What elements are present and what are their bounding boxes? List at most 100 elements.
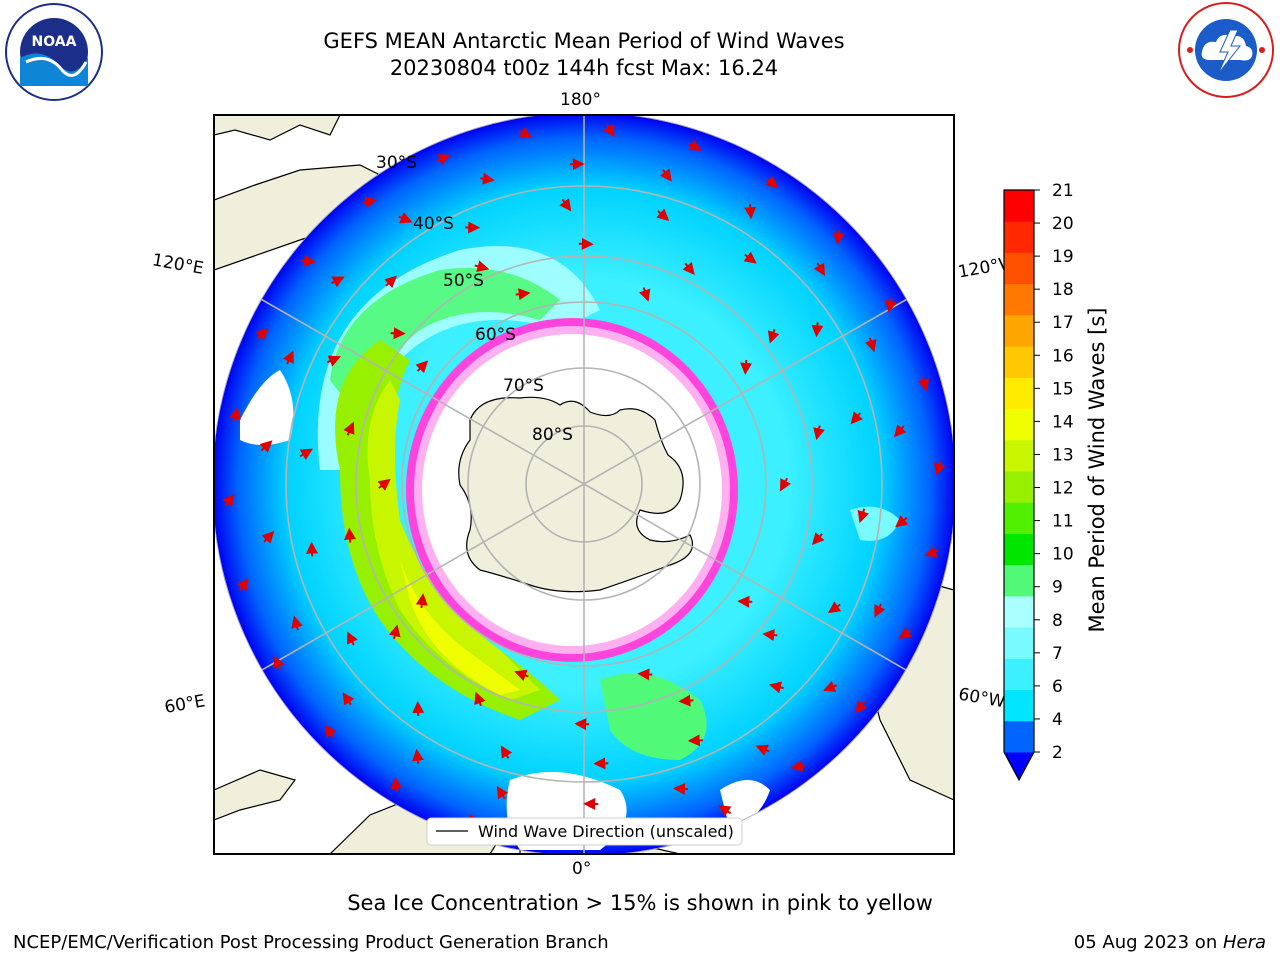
wave-direction-arrow	[500, 745, 513, 759]
wave-direction-arrow	[518, 127, 533, 139]
wave-direction-arrow	[687, 734, 703, 747]
wave-direction-arrow	[673, 783, 689, 796]
wave-direction-arrow	[740, 359, 753, 375]
wave-direction-arrow	[342, 692, 355, 706]
wave-direction-arrow	[898, 627, 913, 640]
noaa-logo: NOAA	[5, 3, 103, 101]
colorbar-tick-label: 11	[1052, 512, 1074, 532]
footer-date: 05 Aug 2023 on Hera	[1074, 932, 1266, 953]
meridian-label-60w: 60°W	[957, 684, 1007, 712]
wave-direction-arrow	[765, 175, 779, 189]
colorbar-tick-label: 21	[1052, 181, 1074, 201]
wave-direction-arrow	[222, 493, 235, 507]
wave-direction-arrow	[855, 700, 868, 714]
wave-direction-arrow	[865, 337, 877, 353]
parallel-label-60s: 60°S	[475, 325, 516, 345]
wave-direction-arrow	[474, 691, 486, 707]
wave-direction-arrow	[496, 785, 509, 800]
wave-direction-arrow	[790, 760, 806, 772]
wave-direction-arrow	[767, 328, 780, 344]
chart-subtitle: 20230804 t00z 144h fcst Max: 16.24	[389, 56, 779, 80]
colorbar-tick-label: 20	[1052, 214, 1074, 234]
wave-direction-arrow	[850, 411, 863, 425]
wave-direction-arrow	[236, 578, 249, 592]
wave-direction-arrow	[255, 328, 269, 341]
wave-direction-arrow	[718, 804, 732, 817]
wave-direction-arrow	[291, 615, 303, 631]
wave-direction-arrow	[299, 448, 314, 460]
wave-direction-arrow	[924, 545, 939, 558]
wave-direction-arrow	[874, 603, 886, 618]
wave-direction-arrow	[362, 196, 378, 209]
sea-ice-note: Sea Ice Concentration > 15% is shown in …	[347, 891, 933, 915]
wave-direction-arrow	[261, 530, 275, 544]
colorbar-bin	[1004, 252, 1034, 285]
colorbar-bin	[1004, 533, 1034, 566]
wave-direction-arrow	[326, 355, 341, 367]
wave-direction-arrow	[436, 154, 451, 166]
wave-direction-arrow	[559, 198, 572, 212]
wave-direction-arrow	[744, 204, 757, 220]
colorbar-bin	[1004, 346, 1034, 378]
parallel-label-70s: 70°S	[503, 376, 544, 396]
wave-direction-arrow	[388, 624, 401, 640]
wave-direction-arrow	[344, 527, 356, 543]
wave-direction-arrow	[832, 229, 845, 245]
colorbar-bin	[1004, 658, 1034, 691]
wave-direction-arrow	[390, 776, 403, 792]
wave-direction-arrow	[933, 460, 946, 476]
wave-direction-arrow	[343, 421, 355, 436]
wave-direction-arrow	[917, 376, 930, 392]
meridian-label-0: 0°	[572, 859, 591, 879]
wave-direction-arrow	[811, 322, 824, 338]
wave-direction-arrow	[822, 680, 838, 692]
colorbar-tick-label: 17	[1052, 313, 1074, 333]
wave-direction-arrow	[346, 631, 358, 646]
colorbar-bin	[1004, 595, 1034, 628]
colorbar-bin	[1004, 720, 1034, 753]
colorbar-tick-label: 7	[1052, 644, 1063, 664]
colorbar-tick-label: 13	[1052, 445, 1074, 465]
noaa-logo-text: NOAA	[32, 34, 77, 50]
wave-direction-arrow	[885, 297, 897, 313]
wave-direction-arrow	[330, 276, 345, 288]
wave-direction-arrow	[282, 350, 294, 365]
meridian-label-180: 180°	[560, 90, 601, 110]
colorbar-bin	[1004, 627, 1034, 659]
chart-title: GEFS MEAN Antarctic Mean Period of Wind …	[323, 29, 845, 53]
colorbar-tick-label: 4	[1052, 710, 1063, 730]
wave-direction-arrow	[813, 425, 825, 441]
graticule	[214, 115, 954, 854]
parallel-label-30s: 30°S	[376, 153, 417, 173]
map-frame	[213, 114, 955, 855]
wave-direction-arrow	[229, 406, 241, 422]
wave-direction-arrow	[637, 668, 653, 681]
colorbar-bin	[1004, 221, 1034, 253]
meridian-label-60e: 60°E	[163, 691, 207, 718]
wave-direction-arrow	[682, 261, 695, 275]
wave-direction-arrow	[324, 724, 337, 738]
wave-direction-arrow	[412, 701, 425, 717]
colorbar-extend-min	[1004, 752, 1034, 780]
colorbar: 2 4 6 7 8 9 10 11 12 13 14 15 16 17 18 19 20 21	[1003, 181, 1074, 782]
map-legend: Wind Wave Direction (unscaled)	[426, 817, 743, 846]
colorbar-tick-label: 15	[1052, 379, 1074, 399]
colorbar-tick-label: 8	[1052, 611, 1063, 631]
wave-direction-arrow	[659, 168, 672, 182]
colorbar-bin	[1004, 314, 1034, 347]
wave-direction-arrow	[743, 251, 757, 264]
wave-direction-arrow	[515, 288, 531, 301]
wave-direction-arrow	[755, 744, 770, 756]
colorbar-tick-label: 2	[1052, 743, 1063, 763]
colorbar-tick-label: 18	[1052, 280, 1074, 300]
colorbar-bin	[1004, 564, 1034, 597]
wave-direction-arrow	[415, 360, 429, 374]
wave-direction-arrow	[688, 139, 702, 151]
wave-direction-arrow	[398, 212, 413, 224]
wave-direction-arrow	[479, 172, 495, 185]
wave-direction-arrow	[574, 718, 590, 731]
colorbar-bin	[1004, 377, 1034, 410]
legend-label: Wind Wave Direction (unscaled)	[478, 822, 734, 841]
colorbar-tick-label: 19	[1052, 247, 1074, 267]
wave-direction-arrow	[893, 424, 907, 438]
